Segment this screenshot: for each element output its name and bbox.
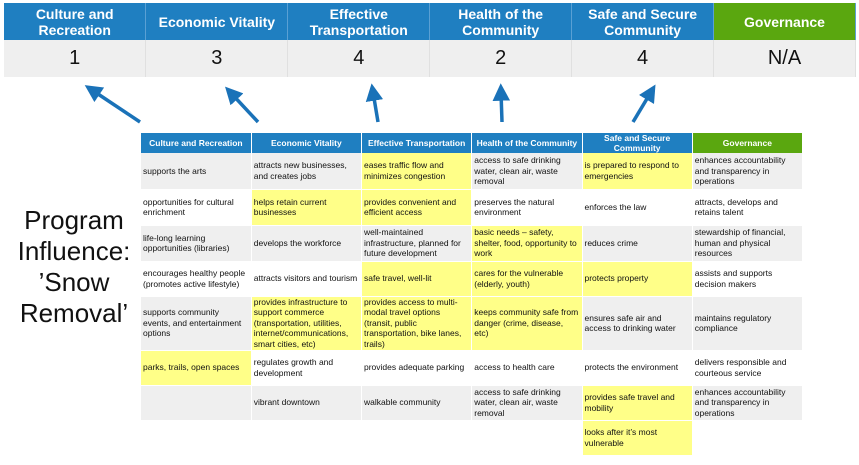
criteria-header-cell: Effective Transportation [361,133,473,153]
criteria-cell: protects property [582,261,693,297]
criteria-cell [692,420,804,456]
summary-header-cell: Economic Vitality [145,3,289,40]
summary-header-cell: Health of the Community [429,3,573,40]
criteria-cell: enhances accountability and transparency… [692,385,804,421]
arrow-icon-transportation [365,83,384,123]
criteria-cell: enforces the law [582,189,693,226]
table-row: encourages healthy people (promotes acti… [141,261,804,297]
criteria-cell: delivers responsible and courteous servi… [692,350,804,386]
summary-score-cell: 1 [4,40,147,77]
criteria-cell: opportunities for cultural enrichment [141,189,252,226]
criteria-cell: is prepared to respond to emergencies [582,153,693,190]
criteria-cell: well-maintained infrastructure, planned … [361,225,473,262]
criteria-header-cell: Governance [692,133,804,153]
criteria-cell: regulates growth and development [251,350,363,386]
table-row: life-long learning opportunities (librar… [141,225,804,262]
arrow-icon-safe [631,84,656,123]
arrow-icon-health [492,83,511,123]
table-row: vibrant downtown walkable community access… [141,385,804,421]
criteria-cell: vibrant downtown [251,385,363,421]
criteria-cell: maintains regulatory compliance [692,296,804,351]
criteria-cell: supports the arts [141,153,252,190]
summary-score-cell: 4 [571,40,715,77]
criteria-cell [141,385,252,421]
criteria-cell: assists and supports decision makers [692,261,804,297]
criteria-cell: walkable community [361,385,473,421]
table-row: parks, trails, open spaces regulates grow… [141,350,804,386]
criteria-cell: preserves the natural environment [471,189,583,226]
criteria-cell: access to safe drinking water, clean air… [471,385,583,421]
criteria-cell: enhances accountability and transparency… [692,153,804,190]
criteria-cell: encourages healthy people (promotes acti… [141,261,252,297]
criteria-header-row: Culture and Recreation Economic Vitality E… [141,133,804,153]
criteria-cell: cares for the vulnerable (elderly, youth… [471,261,583,297]
criteria-cell: attracts new businesses, and creates job… [251,153,363,190]
criteria-cell: access to safe drinking water, clean air… [471,153,583,190]
table-row: opportunities for cultural enrichment hel… [141,189,804,226]
criteria-cell: safe travel, well-lit [361,261,473,297]
criteria-cell: life-long learning opportunities (librar… [141,225,252,262]
summary-header-cell: Safe and Secure Community [571,3,715,40]
summary-header-cell: Effective Transportation [287,3,431,40]
table-row: supports community events, and entertain… [141,296,804,351]
arrow-icon-economic [225,86,260,124]
criteria-cell [471,420,583,456]
criteria-cell: parks, trails, open spaces [141,350,252,386]
table-row: supports the arts attracts new businesses… [141,153,804,190]
criteria-table: Culture and Recreation Economic Vitality E… [141,133,804,456]
arrow-icon-culture [84,85,141,124]
criteria-cell [251,420,363,456]
criteria-cell: provides safe travel and mobility [582,385,693,421]
criteria-cell: provides infrastructure to support comme… [251,296,363,351]
criteria-cell: helps retain current businesses [251,189,363,226]
criteria-cell: looks after it’s most vulnerable [582,420,693,456]
summary-header-cell: Governance [713,3,856,40]
criteria-header-cell: Health of the Community [471,133,583,153]
summary-score-cell: 4 [287,40,431,77]
table-row: looks after it’s most vulnerable [141,420,804,456]
criteria-cell: protects the environment [582,350,693,386]
score-summary-values-row: 1 3 4 2 4 N/A [4,40,856,77]
score-summary-table: Culture and Recreation Economic Vitality E… [4,3,856,77]
criteria-cell: provides access to multi-modal travel op… [361,296,473,351]
criteria-header-cell: Economic Vitality [251,133,363,153]
summary-header-cell: Culture and Recreation [4,3,147,40]
criteria-cell: keeps community safe from danger (crime,… [471,296,583,351]
program-influence-title: Program Influence: ’Snow Removal’ [17,205,131,328]
criteria-cell: access to health care [471,350,583,386]
score-summary-header-row: Culture and Recreation Economic Vitality E… [4,3,856,40]
criteria-cell: ensures safe air and access to drinking … [582,296,693,351]
criteria-cell: eases traffic flow and minimizes congest… [361,153,473,190]
criteria-cell: basic needs – safety, shelter, food, opp… [471,225,583,262]
criteria-cell: develops the workforce [251,225,363,262]
criteria-cell: provides adequate parking [361,350,473,386]
criteria-cell: reduces crime [582,225,693,262]
criteria-header-cell: Safe and Secure Community [582,133,693,153]
criteria-cell: supports community events, and entertain… [141,296,252,351]
summary-score-cell: N/A [713,40,856,77]
criteria-cell: attracts, develops and retains talent [692,189,804,226]
criteria-cell [141,420,252,456]
summary-score-cell: 3 [145,40,289,77]
criteria-cell: provides convenient and efficient access [361,189,473,226]
criteria-cell: stewardship of financial, human and phys… [692,225,804,262]
criteria-cell [361,420,473,456]
criteria-header-cell: Culture and Recreation [141,133,252,153]
summary-score-cell: 2 [429,40,573,77]
criteria-cell: attracts visitors and tourism [251,261,363,297]
